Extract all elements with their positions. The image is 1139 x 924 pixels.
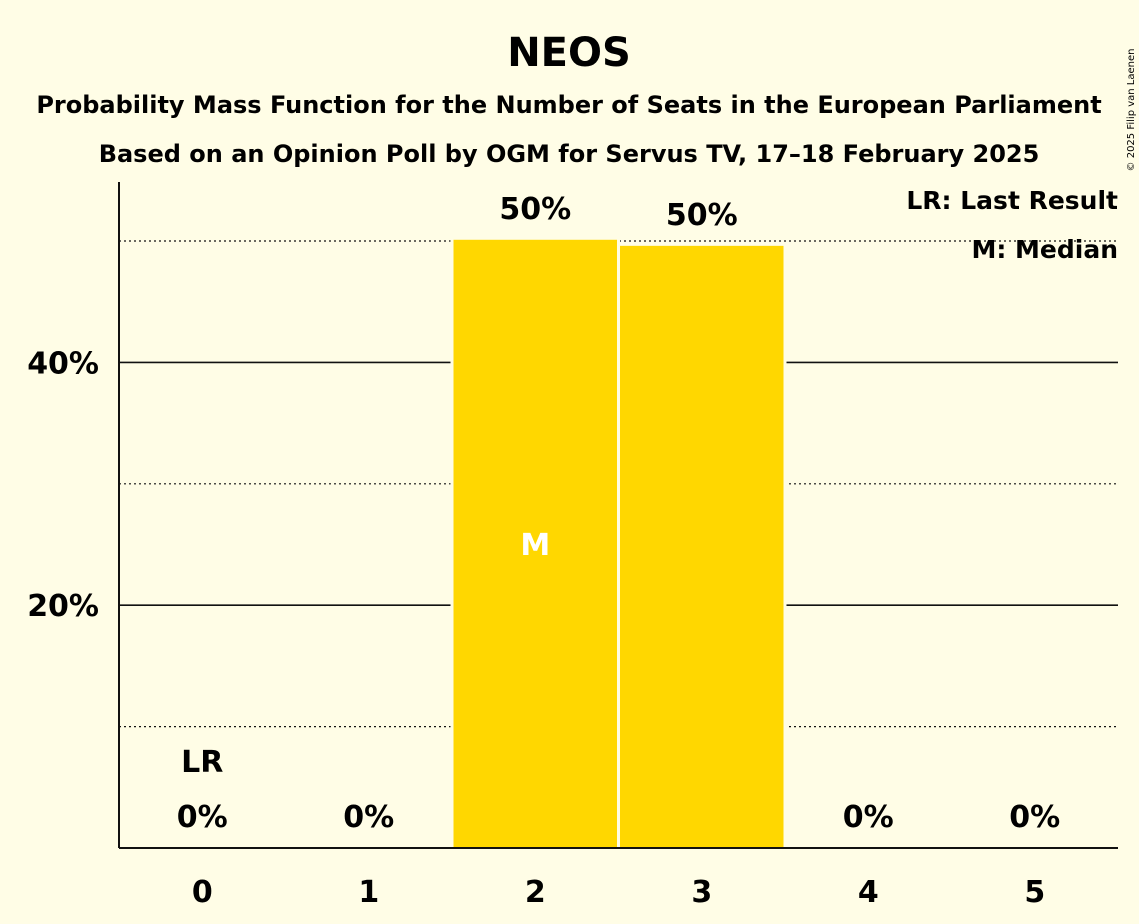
- chart-title: NEOS: [507, 30, 631, 76]
- data-label: 0%: [1009, 800, 1060, 835]
- x-tick-label: 2: [525, 875, 546, 910]
- data-label: 50%: [499, 192, 571, 227]
- bar-seats-3-fill: [620, 245, 784, 848]
- median-marker: M: [520, 528, 550, 563]
- last-result-marker: LR: [181, 745, 223, 780]
- y-tick-labels: 20% 40%: [27, 346, 99, 624]
- data-label: 0%: [177, 800, 228, 835]
- x-tick-label: 4: [858, 875, 879, 910]
- data-labels: 0% 0% 50% 50% 0% 0% LR M: [177, 192, 1060, 835]
- data-label: 0%: [843, 800, 894, 835]
- copyright-notice: © 2025 Filip van Laenen: [1126, 49, 1137, 172]
- y-tick-label: 40%: [27, 346, 99, 381]
- x-tick-labels: 0 1 2 3 4 5: [192, 875, 1045, 910]
- y-tick-label: 20%: [27, 589, 99, 624]
- x-tick-label: 1: [358, 875, 379, 910]
- x-tick-label: 0: [192, 875, 213, 910]
- bar-seats-2-fill: [453, 239, 617, 848]
- legend-median: M: Median: [971, 235, 1118, 264]
- legend-last-result: LR: Last Result: [906, 186, 1118, 215]
- x-tick-label: 3: [691, 875, 712, 910]
- chart-subtitle-line-2: Based on an Opinion Poll by OGM for Serv…: [99, 140, 1040, 168]
- bars-group: [450, 237, 787, 848]
- x-tick-label: 5: [1024, 875, 1045, 910]
- data-label: 50%: [666, 198, 738, 233]
- chart-subtitle-line-1: Probability Mass Function for the Number…: [36, 91, 1101, 119]
- data-label: 0%: [343, 800, 394, 835]
